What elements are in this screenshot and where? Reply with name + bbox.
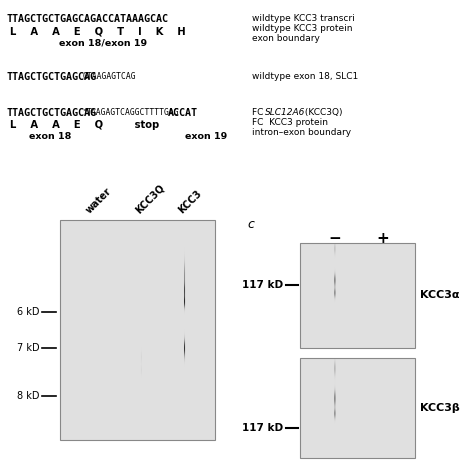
Text: TTAGCTGCTGAGCAG: TTAGCTGCTGAGCAG	[7, 108, 97, 118]
Text: 117 kD: 117 kD	[242, 423, 283, 433]
Text: FC  KCC3 protein: FC KCC3 protein	[252, 118, 328, 127]
Text: FC: FC	[252, 108, 266, 117]
Text: SLC12A6: SLC12A6	[265, 108, 305, 117]
Text: exon 19: exon 19	[185, 132, 227, 141]
Text: KCC3: KCC3	[177, 188, 204, 215]
Text: exon 18: exon 18	[29, 132, 72, 141]
Text: KCC3α: KCC3α	[420, 291, 459, 301]
Text: *: *	[83, 108, 88, 117]
Text: TAAGAGTCAGGCTTTTGAG: TAAGAGTCAGGCTTTTGAG	[87, 108, 180, 117]
Bar	[60, 220, 215, 440]
Text: water: water	[84, 185, 113, 215]
Text: exon boundary: exon boundary	[252, 34, 320, 43]
Text: 6 kD: 6 kD	[18, 308, 40, 318]
Text: wildtype KCC3 transcri: wildtype KCC3 transcri	[252, 14, 355, 23]
Text: +: +	[376, 231, 389, 246]
Text: GTAAGAGTCAG: GTAAGAGTCAG	[83, 72, 137, 81]
Text: TTAGCTGCTGAGCAGACCATAAAGCAC: TTAGCTGCTGAGCAGACCATAAAGCAC	[7, 14, 169, 24]
Bar	[300, 243, 415, 348]
Text: TTAGCTGCTGAGCAG: TTAGCTGCTGAGCAG	[7, 72, 97, 82]
Text: 8 kD: 8 kD	[18, 391, 40, 401]
Text: (KCC3Q): (KCC3Q)	[302, 108, 343, 117]
Text: c: c	[247, 218, 254, 231]
Text: KCC3Q: KCC3Q	[134, 182, 166, 215]
Text: wildtype KCC3 protein: wildtype KCC3 protein	[252, 24, 353, 33]
Text: 7 kD: 7 kD	[18, 343, 40, 353]
Text: KCC3β: KCC3β	[420, 403, 460, 413]
Text: L    A    A    E    Q    T    I    K    H: L A A E Q T I K H	[10, 26, 186, 36]
Text: −: −	[328, 231, 341, 246]
Text: exon 18/exon 19: exon 18/exon 19	[59, 38, 147, 47]
Text: wildtype exon 18, SLC1: wildtype exon 18, SLC1	[252, 72, 358, 81]
Text: ACCAT: ACCAT	[168, 108, 198, 118]
Text: 117 kD: 117 kD	[242, 280, 283, 290]
Text: intron–exon boundary: intron–exon boundary	[252, 128, 351, 137]
Bar	[300, 358, 415, 458]
Text: L    A    A    E    Q         stop: L A A E Q stop	[10, 120, 159, 130]
